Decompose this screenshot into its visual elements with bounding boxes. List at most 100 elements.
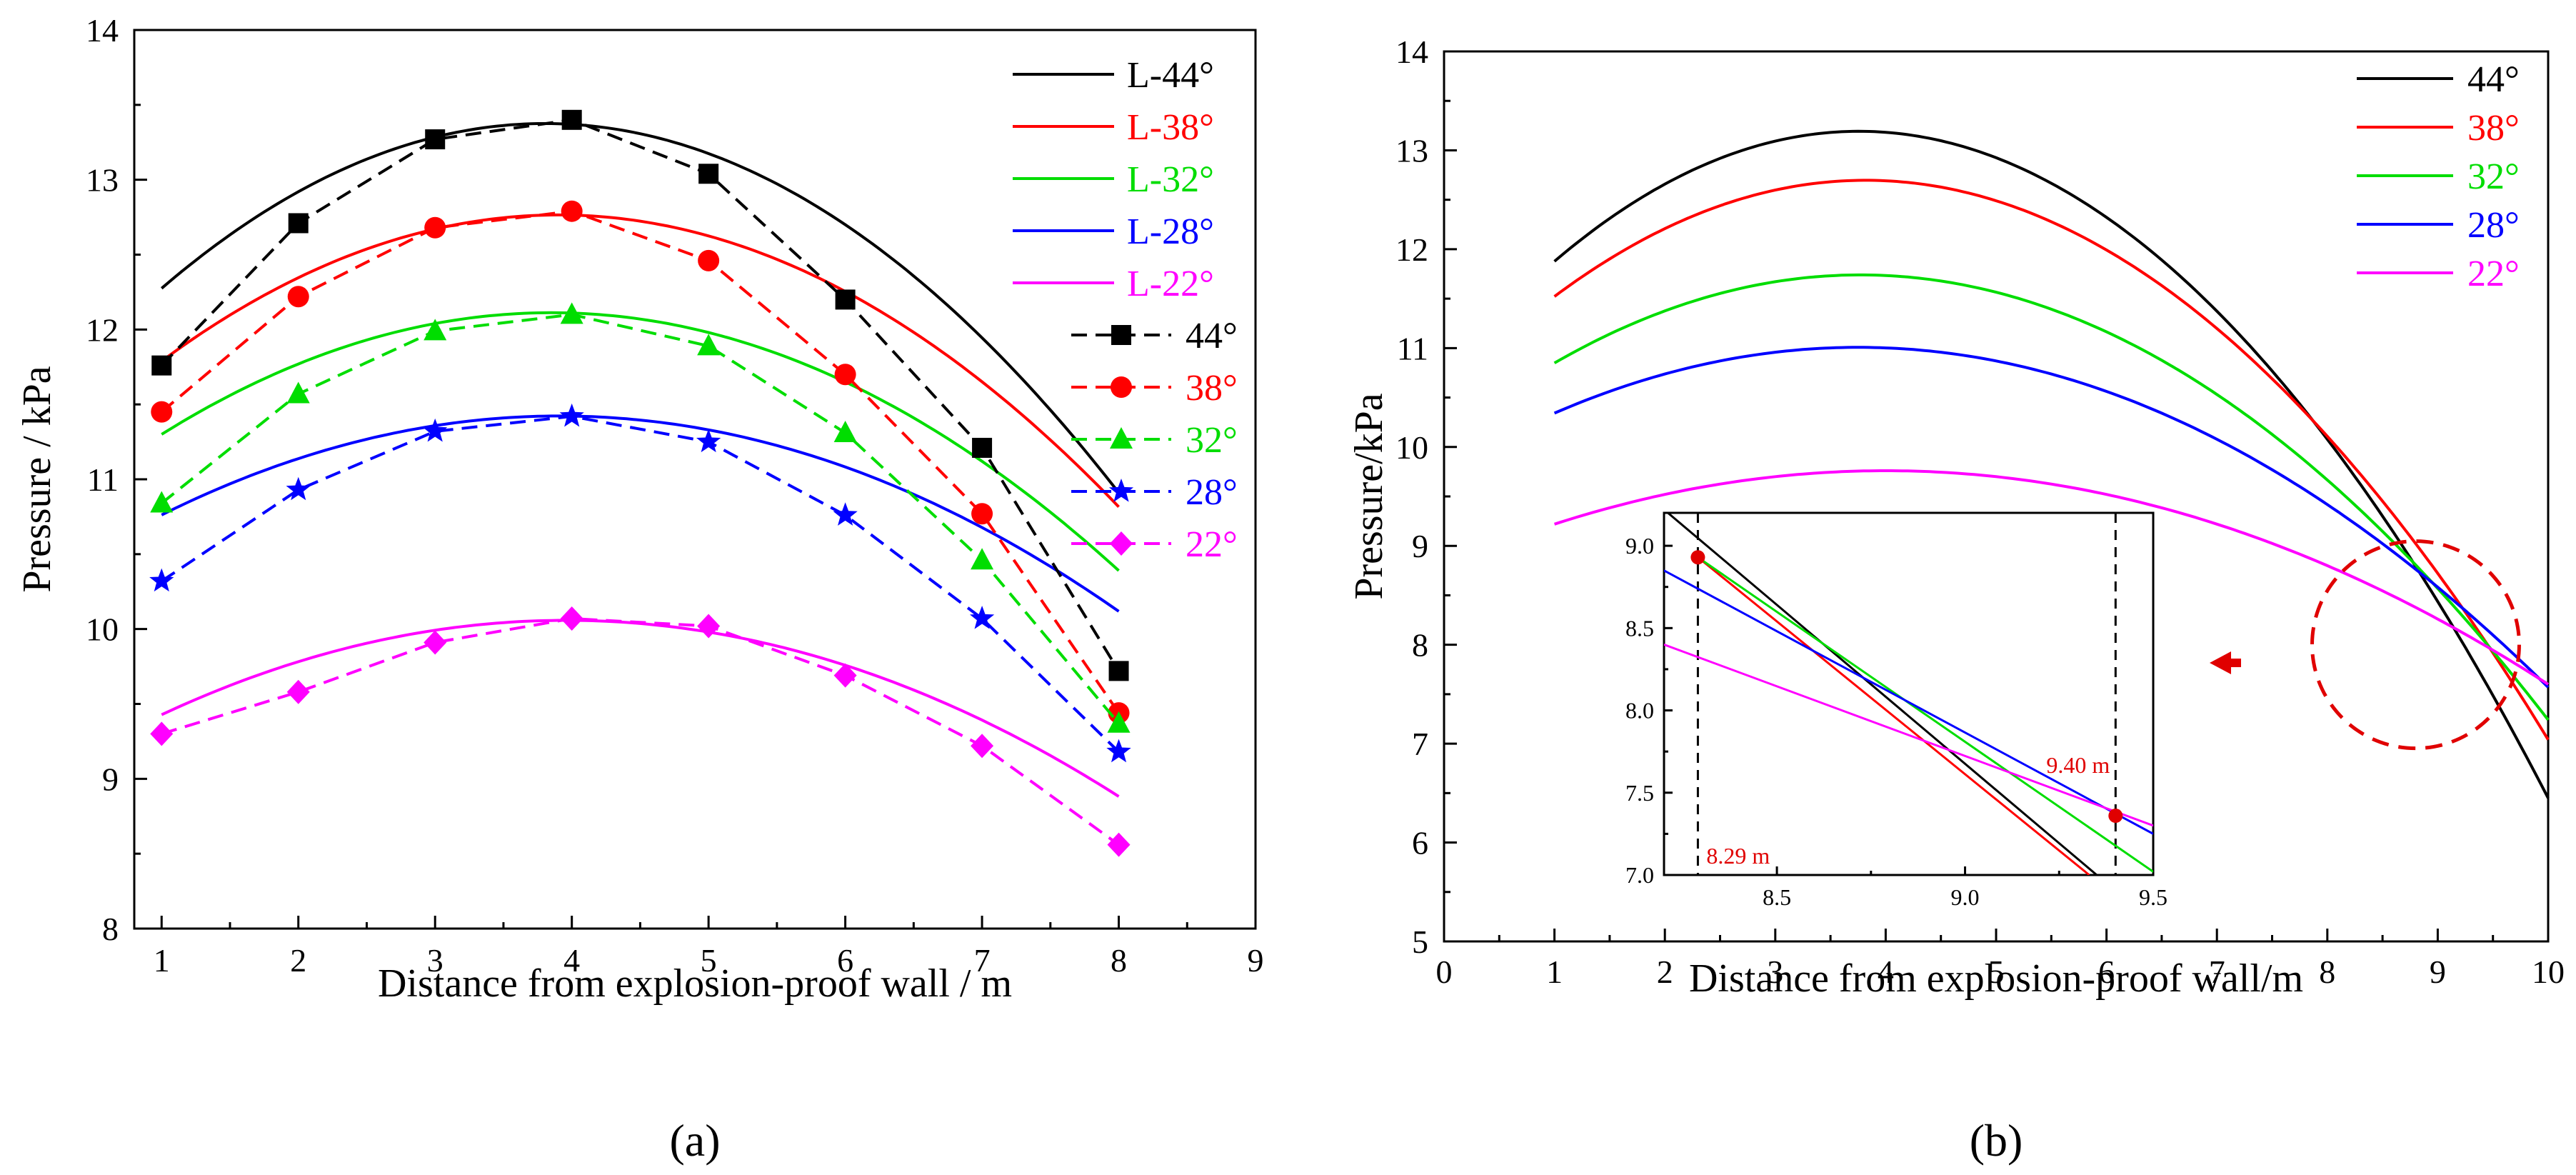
dashed-line [161, 616, 1120, 846]
x-axis-title: Distance from explosion-proof wall / m [378, 961, 1012, 1006]
dashed-line [161, 209, 1121, 714]
x-tick-label: 6 [837, 942, 853, 979]
x-tick-label: 0 [1436, 954, 1453, 990]
legend-label: 32° [1186, 420, 1238, 461]
legend-label: 38° [1186, 368, 1238, 409]
x-tick-label: 4 [563, 942, 580, 979]
series-28 [149, 403, 1131, 763]
marker-triangle [971, 548, 994, 570]
legend-marker-diamond [1110, 531, 1133, 556]
inset-intersection-point [2108, 809, 2123, 824]
panel-label: (b) [1970, 1115, 2023, 1166]
dashed-line [160, 118, 1121, 672]
marker-triangle [1107, 711, 1131, 733]
zoom-arrow-head [2210, 651, 2231, 674]
x-tick-label: 2 [1657, 954, 1673, 990]
legend-marker-triangle [1110, 427, 1133, 449]
y-tick-label: 13 [86, 162, 119, 199]
marker-star [696, 429, 721, 453]
inset-chart: 8.5 9.0 9.5 7.0 7.5 8.0 8.5 9.0 8.29 m 9.40 m [1625, 511, 2167, 910]
inset-intersection-point [1690, 550, 1705, 565]
x-tick-label: 3 [427, 942, 443, 979]
legend-marker-square [1111, 325, 1131, 345]
legend-label: 28° [1186, 472, 1238, 513]
x-tick-label: 9.5 [2139, 884, 2167, 910]
marker-square [561, 109, 582, 130]
marker-triangle [697, 334, 721, 356]
marker-circle [424, 216, 446, 239]
x-tick-label: 1 [1546, 954, 1563, 990]
legend-item-22: 22° [1071, 524, 1238, 565]
marker-triangle [286, 381, 310, 404]
marker-triangle [150, 491, 174, 513]
marker-diamond [560, 606, 583, 631]
marker-square [1108, 661, 1129, 681]
x-tick-label: 6 [2098, 954, 2115, 990]
panel-label: (a) [669, 1115, 720, 1166]
marker-square [698, 164, 719, 184]
marker-star [1106, 739, 1131, 763]
marker-square [151, 355, 172, 376]
series-32 [150, 302, 1131, 733]
legend-label: L-38° [1127, 107, 1214, 148]
y-tick-label: 8.0 [1625, 698, 1654, 724]
series-22 [150, 606, 1131, 857]
marker-circle [698, 249, 720, 271]
series-line-44 [1553, 129, 2550, 799]
marker-circle [561, 200, 583, 222]
legend-item-38: 38° [2357, 108, 2520, 149]
marker-circle [834, 364, 856, 386]
legend-label: 22° [1186, 524, 1238, 565]
x-tick-label: 7 [2209, 954, 2225, 990]
marker-star [149, 568, 174, 592]
legend-item-32: 32° [1071, 420, 1238, 461]
marker-diamond [150, 721, 174, 746]
fit-line [161, 122, 1121, 494]
legend-item-38: 38° [1071, 368, 1238, 409]
dashed-line [161, 414, 1120, 754]
y-tick-label: 11 [1397, 330, 1428, 366]
fit-line [161, 619, 1120, 798]
y-tick-label: 9 [102, 761, 119, 797]
marker-square [425, 129, 446, 150]
fit-line [161, 414, 1120, 613]
marker-star [833, 502, 858, 526]
y-tick-label: 5 [1412, 924, 1428, 960]
legend: L-44° L-38° L-32° L-28° L-22° 44° 38° 32° 28° 22° [1013, 55, 1238, 565]
fit-line [161, 213, 1120, 508]
series-line-32 [1553, 273, 2550, 721]
legend-item-28: 28° [1071, 472, 1238, 513]
series-L-22 [161, 619, 1120, 798]
legend-label: L-22° [1127, 264, 1214, 304]
marker-circle [287, 286, 309, 308]
marker-star [423, 418, 448, 442]
y-tick-label: 8 [102, 911, 119, 947]
legend-item-22: 22° [2357, 254, 2520, 294]
x-tick-label: 2 [290, 942, 306, 979]
y-axis-title: Pressure/kPa [1347, 393, 1391, 599]
x-tick-label: 1 [154, 942, 170, 979]
legend-item-L-44: L-44° [1013, 55, 1214, 96]
legend-label: L-44° [1127, 55, 1214, 96]
inset-line-32 [1697, 556, 2153, 873]
y-tick-label: 9 [1412, 528, 1428, 564]
x-axis-title: Distance from explosion-proof wall/m [1689, 956, 2303, 1001]
inset-point-label: 9.40 m [2046, 752, 2110, 778]
y-tick-label: 12 [1395, 231, 1428, 268]
marker-square [288, 213, 309, 234]
y-tick-label: 12 [86, 311, 119, 348]
plot-frame [1663, 511, 2155, 876]
y-tick-label: 10 [1395, 429, 1428, 466]
legend-label: 28° [2467, 205, 2520, 246]
marker-diamond [833, 663, 857, 688]
y-tick-label: 14 [1395, 34, 1428, 70]
series-L-32 [161, 311, 1120, 572]
x-tick-label: 7 [974, 942, 991, 979]
series-line-22 [1553, 469, 2550, 686]
legend-marker-star [1108, 479, 1134, 502]
series-L-38 [161, 213, 1120, 508]
legend-item-44: 44° [1071, 316, 1238, 356]
marker-triangle [424, 319, 447, 341]
